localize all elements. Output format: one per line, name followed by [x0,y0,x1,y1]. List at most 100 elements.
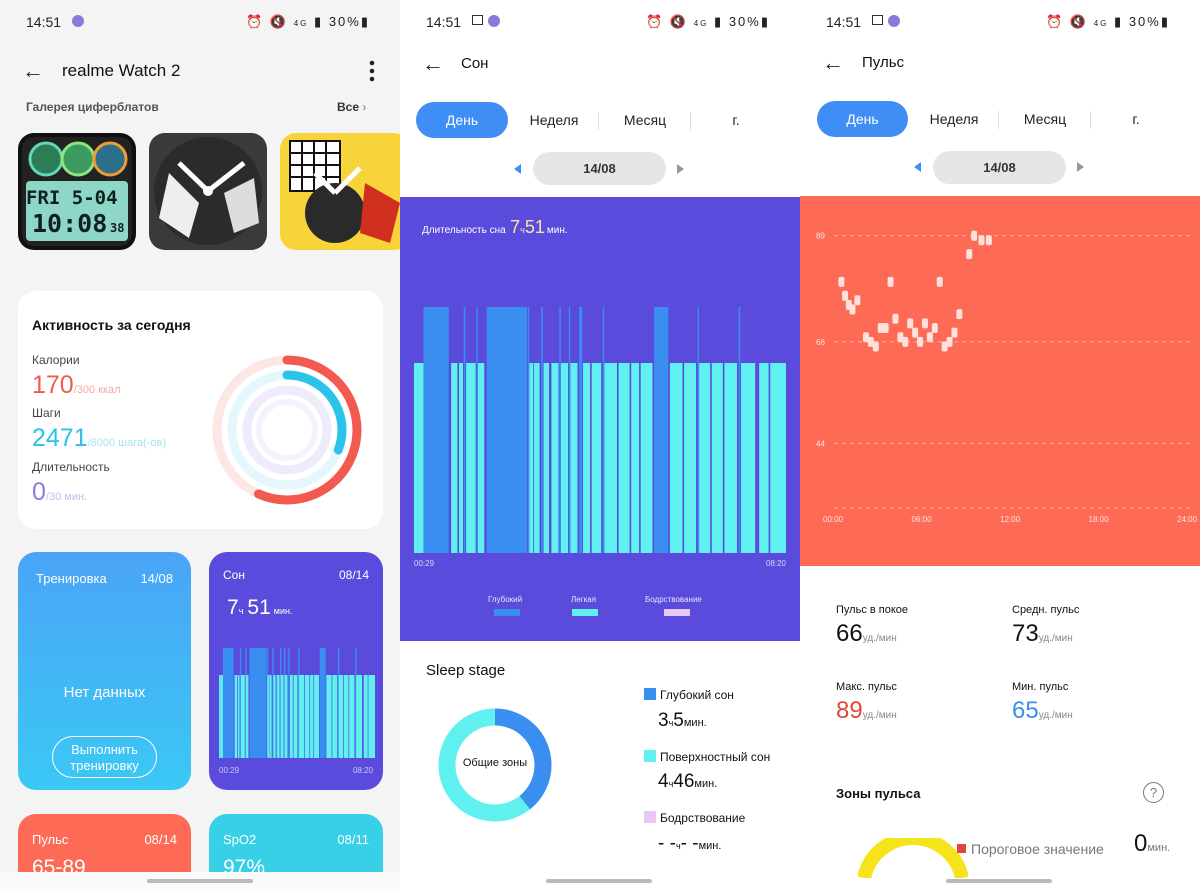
light-m-unit: мин. [694,778,718,790]
device-home-panel: 14:51 ⏰ 🔇 4G ▮ 30%▮ ← realme Watch 2 Гал… [0,0,400,891]
date-selector[interactable]: 14/08 [933,151,1066,184]
pulse-point [966,249,973,260]
sleep-segment-deep [527,307,530,553]
sleep-panel: 14:51 ⏰ 🔇 4G ▮ 30%▮ ← Сон День Неделя Ме… [400,0,800,891]
tab-day[interactable]: День [817,101,908,137]
awake-swatch [644,811,656,823]
watch-face-cartoon[interactable] [280,133,400,250]
mini-sleep-chart [219,648,375,758]
back-arrow-icon[interactable]: ← [422,51,444,76]
sleep-card[interactable]: Сон 08/14 7ч 51 мин. 00:29 08:20 [209,552,383,790]
face-seconds: 38 [110,221,125,235]
sleep-duration-label: Длительность сна [422,225,506,236]
deep-m: 5 [673,710,684,731]
app-badge-icon [888,15,900,27]
pulse-point [971,230,978,241]
steps-row: 2471/8000 шага(-ов) [32,424,166,453]
status-icons: ⏰ 🔇 4G ▮ 30%▮ [1046,14,1170,30]
pulse-point [912,327,919,338]
sleep-segment-deep [423,307,449,553]
sleep-segment-light [724,363,738,553]
sleep-segment-deep [559,307,561,553]
back-arrow-icon[interactable]: ← [22,58,44,83]
back-arrow-icon[interactable]: ← [822,50,844,75]
awake-h-unit: ч [675,841,681,851]
page-title: realme Watch 2 [62,61,181,80]
pulse-zones-title: Зоны пульса [836,786,921,801]
awake-value: - -ч- -мин. [658,833,721,855]
donut-center-label: Общие зоны [462,757,528,769]
period-tabs: День Неделя Месяц г. [816,101,1186,137]
activity-card[interactable]: Активность за сегодня Калории 170/300 кк… [18,291,383,529]
sleep-segment-deep [568,307,571,553]
sleep-mins: 51 [524,217,545,237]
next-date-icon[interactable] [677,164,684,174]
sleep-segment-light [570,363,578,553]
pulse-point [936,276,943,287]
tab-month[interactable]: Месяц [623,112,667,128]
donut-deep-segment [438,708,552,822]
chevron-right-icon: › [362,100,367,114]
deep-m-unit: мин. [683,717,707,729]
gallery-all-text: Все [337,100,360,114]
duration-label: Длительность [32,460,110,474]
tab-week[interactable]: Неделя [929,111,979,127]
tab-year[interactable]: г. [732,112,740,128]
pulse-point [946,336,953,347]
sleep-hours: 7 [510,217,521,237]
sleep-h-unit: ч [520,225,525,235]
alarm-icon: ⏰ [246,14,265,29]
sleep-segment-light [740,363,756,553]
pulse-point [956,309,963,320]
tab-month[interactable]: Месяц [1023,111,1067,127]
help-icon[interactable]: ? [1143,782,1164,803]
home-indicator[interactable] [147,879,253,883]
watch-face-digital[interactable]: FRI 5-04 10:08 38 [18,133,136,250]
home-indicator[interactable] [946,879,1052,883]
spo2-card-title: SpO2 [223,832,257,847]
sleep-segment-light [298,675,305,758]
awake-m-unit: мин. [698,840,722,852]
pulse-point [931,323,938,333]
rest-pulse-unit: уд./мин [862,633,897,644]
mute-icon: 🔇 [269,14,289,29]
sleep-segment-light [240,675,245,758]
prev-date-icon[interactable] [514,164,521,174]
sleep-segment-deep [579,307,583,553]
sleep-segment-light [304,675,310,758]
tab-week[interactable]: Неделя [529,112,579,128]
pulse-point [872,341,879,352]
pulse-point [978,235,985,246]
rest-pulse-value: 66 [836,620,863,647]
activity-title: Активность за сегодня [32,317,191,333]
light-sleep-value: 4ч46мин. [658,771,717,793]
activity-rings [212,355,362,505]
app-badge-icon [488,15,500,27]
sleep-segment-light [711,363,723,553]
sleep-stage-donut [438,708,552,822]
next-date-icon[interactable] [1077,162,1084,172]
training-card[interactable]: Тренировка 14/08 Нет данных Выполнить тр… [18,552,191,790]
sleep-segment-deep [463,307,466,553]
home-indicator[interactable] [546,879,652,883]
light-h-unit: ч [668,779,674,789]
sleep-m-unit: мин. [546,225,568,236]
network-label: 4G [693,19,709,28]
battery-percent: 30% [728,14,761,29]
watch-face-hands[interactable] [149,133,267,250]
gallery-all-link[interactable]: Все › [337,100,366,114]
sleep-segment-light [269,675,272,758]
date-selector[interactable]: 14/08 [533,152,666,185]
more-menu-icon[interactable] [366,60,378,82]
prev-date-icon[interactable] [914,162,921,172]
sleep-segment-light [314,675,320,758]
pulse-point [849,304,856,315]
app-badge-icon [72,15,84,27]
sleep-segment-deep [249,648,267,758]
tab-year[interactable]: г. [1132,111,1140,127]
pulse-point [877,323,884,333]
sleep-segment-light [466,363,476,553]
start-training-button[interactable]: Выполнить тренировку [52,736,157,778]
status-bar: 14:51 ⏰ 🔇 4G ▮ 30%▮ [800,12,1200,32]
tab-day[interactable]: День [416,102,508,138]
